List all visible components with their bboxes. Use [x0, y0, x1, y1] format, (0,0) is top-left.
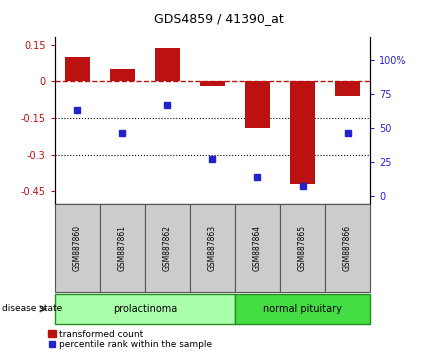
- Text: GSM887863: GSM887863: [208, 225, 217, 271]
- Legend: transformed count, percentile rank within the sample: transformed count, percentile rank withi…: [48, 330, 212, 349]
- Text: GSM887865: GSM887865: [298, 225, 307, 271]
- Text: GSM887860: GSM887860: [73, 225, 82, 271]
- Text: GDS4859 / 41390_at: GDS4859 / 41390_at: [154, 12, 284, 25]
- Text: prolactinoma: prolactinoma: [113, 304, 177, 314]
- Text: normal pituitary: normal pituitary: [263, 304, 342, 314]
- Bar: [290, 81, 315, 184]
- Bar: [155, 48, 180, 81]
- Bar: [110, 69, 135, 81]
- Bar: [200, 81, 225, 86]
- Text: GSM887861: GSM887861: [118, 225, 127, 271]
- Text: GSM887862: GSM887862: [163, 225, 172, 271]
- Text: disease state: disease state: [2, 304, 63, 313]
- Text: GSM887866: GSM887866: [343, 225, 352, 271]
- Bar: [65, 57, 90, 81]
- Text: GSM887864: GSM887864: [253, 225, 262, 271]
- Bar: [335, 81, 360, 96]
- Bar: [245, 81, 270, 128]
